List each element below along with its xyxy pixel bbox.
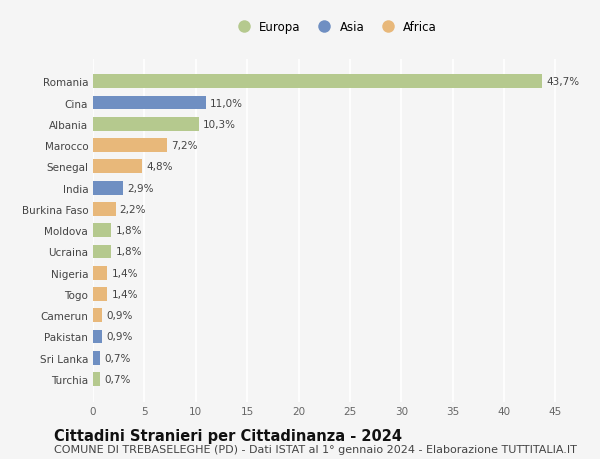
Text: 1,4%: 1,4%	[112, 268, 138, 278]
Text: 1,4%: 1,4%	[112, 289, 138, 299]
Text: Cittadini Stranieri per Cittadinanza - 2024: Cittadini Stranieri per Cittadinanza - 2…	[54, 428, 402, 443]
Text: 0,9%: 0,9%	[106, 332, 133, 342]
Text: 4,8%: 4,8%	[146, 162, 173, 172]
Text: 43,7%: 43,7%	[546, 77, 580, 87]
Legend: Europa, Asia, Africa: Europa, Asia, Africa	[232, 21, 437, 34]
Bar	[93, 372, 100, 386]
Bar	[93, 160, 142, 174]
Text: 1,8%: 1,8%	[116, 226, 142, 235]
Bar	[93, 202, 116, 216]
Text: 10,3%: 10,3%	[203, 119, 236, 129]
Text: 11,0%: 11,0%	[210, 98, 243, 108]
Bar	[93, 308, 102, 322]
Text: 0,9%: 0,9%	[106, 311, 133, 320]
Bar	[93, 287, 107, 301]
Bar	[93, 96, 206, 110]
Bar	[93, 330, 102, 344]
Bar	[93, 224, 112, 238]
Text: 7,2%: 7,2%	[171, 141, 197, 151]
Bar	[93, 245, 112, 259]
Text: 0,7%: 0,7%	[104, 374, 131, 384]
Bar	[93, 139, 167, 153]
Bar	[93, 75, 542, 89]
Bar	[93, 266, 107, 280]
Bar	[93, 351, 100, 365]
Text: 2,9%: 2,9%	[127, 183, 154, 193]
Text: 0,7%: 0,7%	[104, 353, 131, 363]
Text: 1,8%: 1,8%	[116, 247, 142, 257]
Text: 2,2%: 2,2%	[120, 204, 146, 214]
Bar	[93, 118, 199, 131]
Bar	[93, 181, 123, 195]
Text: COMUNE DI TREBASELEGHE (PD) - Dati ISTAT al 1° gennaio 2024 - Elaborazione TUTTI: COMUNE DI TREBASELEGHE (PD) - Dati ISTAT…	[54, 444, 577, 454]
